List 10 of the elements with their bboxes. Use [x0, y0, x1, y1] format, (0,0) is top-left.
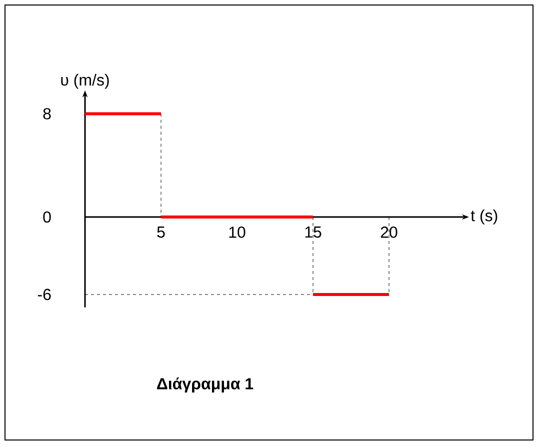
x-tick-label: 5 — [157, 226, 165, 238]
x-tick-label: 15 — [305, 226, 322, 238]
x-tick-label: 10 — [229, 226, 246, 238]
text: Διάγραμμα 1 — [157, 377, 254, 393]
y-tick-label: 8 — [43, 108, 51, 120]
y-axis-title: υ (m/s) — [61, 74, 109, 89]
y-tick-label: 0 — [43, 211, 51, 223]
y-tick-label: -6 — [38, 288, 51, 300]
x-axis-title: t (s) — [470, 210, 498, 224]
x-tick-label: 20 — [380, 226, 398, 238]
